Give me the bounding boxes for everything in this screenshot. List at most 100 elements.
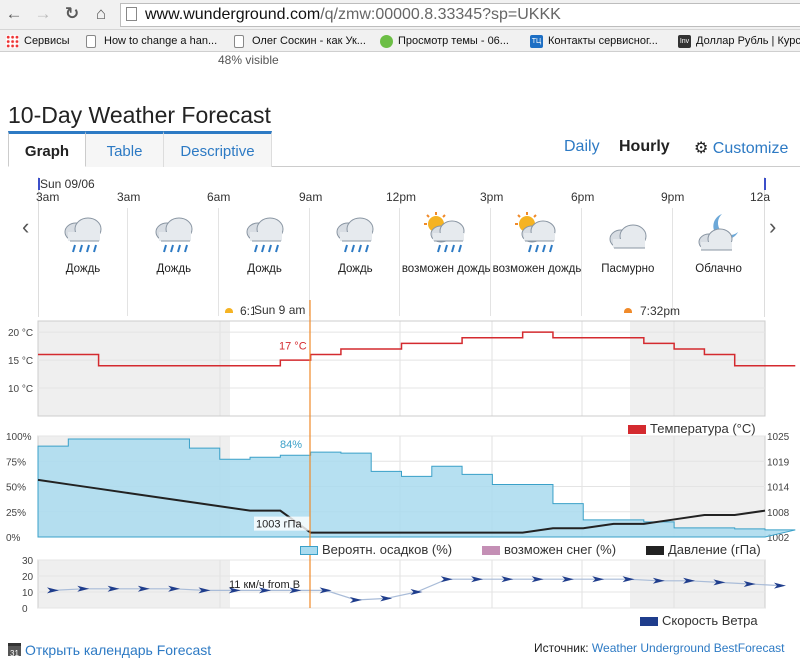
pressure-tick-label: 1008 [767, 508, 790, 519]
sun-rain-cloud-icon [419, 212, 473, 256]
bookmark-item[interactable]: Олег Соскин - как Ук... [234, 34, 366, 49]
wind-direction-icon [561, 576, 574, 583]
pressure-tick-label: 1025 [767, 432, 790, 443]
wind-direction-icon [198, 587, 211, 594]
wind-direction-icon [380, 595, 393, 602]
hour-label: 12pm [386, 190, 417, 204]
page-icon [234, 35, 244, 48]
legend-pressure: Давление (гПа) [646, 543, 761, 557]
hour-label: 12a [750, 190, 771, 204]
reload-icon[interactable]: ↻ [64, 4, 80, 23]
bookmark-item[interactable]: ТЦ Контакты сервисног... [530, 35, 658, 48]
hour-label: 3am [117, 190, 141, 204]
temperature-panel-bg [230, 321, 310, 416]
wind-direction-icon [592, 576, 605, 583]
condition-label: Облачно [695, 263, 742, 275]
chevron-left-icon[interactable]: ‹ [22, 214, 30, 239]
wind-direction-icon [107, 585, 120, 592]
condition-label: Дождь [247, 263, 282, 275]
temperature-tick-label: 10 °C [8, 384, 33, 395]
wind-tick-label: 0 [22, 604, 28, 615]
chevron-right-icon[interactable]: › [769, 214, 777, 239]
wind-tick-label: 30 [22, 556, 34, 567]
hourly-link[interactable]: Hourly [619, 138, 670, 155]
sunrise-icon [225, 308, 233, 313]
source-line: Источник: Weather Underground BestForeca… [534, 641, 785, 655]
bookmark-item[interactable]: Сервисы [6, 34, 70, 49]
cloud-icon [601, 212, 655, 256]
legend-swatch [646, 546, 664, 556]
wind-direction-icon [743, 581, 756, 587]
forecast-cell: Дождь [220, 208, 310, 316]
inv-icon: Inv [678, 35, 691, 48]
tab-bar: Graph Table Descriptive [8, 131, 800, 167]
wind-direction-icon [319, 587, 332, 594]
pressure-annotation-bg [254, 516, 310, 531]
pressure-tick-label: 1002 [767, 533, 790, 544]
temperature-panel-frame [37, 320, 766, 417]
pressure-line [37, 478, 766, 534]
tab-table[interactable]: Table [86, 131, 164, 167]
tab-graph[interactable]: Graph [8, 131, 86, 167]
address-bar[interactable]: www.wunderground.com/q/zmw:00000.8.33345… [120, 3, 800, 27]
legend-temperature: Температура (°C) [628, 422, 756, 436]
precip-tick-label: 25% [6, 508, 26, 519]
wind-direction-icon [440, 576, 453, 583]
forecast-cell: Дождь [38, 208, 128, 316]
moon-cloud-icon [692, 212, 746, 256]
temperature-panel-night-shade [38, 321, 230, 416]
pressure-annotation: 1003 гПа [256, 519, 302, 531]
hour-label: 9pm [661, 190, 685, 204]
home-icon[interactable]: ⌂ [95, 4, 107, 23]
wind-tick-label: 10 [22, 588, 34, 599]
wind-direction-icon [622, 576, 635, 583]
legend-swatch [300, 546, 318, 556]
sun-rain-cloud-icon [510, 212, 564, 256]
condition-label: Пасмурно [601, 263, 655, 275]
bookmark-item[interactable]: Просмотр темы - 06... [380, 34, 509, 49]
rain-cloud-icon [56, 212, 110, 256]
url-path: /q/zmw:00000.8.33345?sp=UKKK [320, 6, 561, 23]
daily-link[interactable]: Daily [564, 138, 600, 155]
customize-link[interactable]: ⚙ Customize [694, 140, 789, 157]
legend-swatch [628, 425, 646, 435]
wind-direction-icon [289, 587, 302, 594]
forecast-cell: Дождь [129, 208, 219, 316]
bookmark-item[interactable]: How to change a han... [86, 34, 217, 49]
back-arrow-icon[interactable]: ← [5, 4, 23, 23]
hour-label: 3am [36, 190, 60, 204]
rain-cloud-icon [328, 212, 382, 256]
wind-direction-icon [228, 587, 241, 594]
page-icon [86, 35, 96, 48]
forecast-cell: возможен дождь [401, 208, 492, 316]
condition-label: Дождь [338, 263, 373, 275]
condition-label: Дождь [65, 263, 101, 275]
precip-area [37, 438, 796, 538]
precip-tick-label: 100% [6, 432, 32, 443]
bookmark-item[interactable]: Inv Доллар Рубль | Курс [678, 35, 800, 48]
wind-direction-icon [137, 585, 150, 592]
visibility-note: 48% visible [218, 53, 279, 67]
legend-swatch [640, 617, 658, 627]
pressure-tick-label: 1019 [767, 457, 790, 468]
browser-toolbar: ← → ↻ ⌂ www.wunderground.com/q/zmw:00000… [0, 0, 800, 30]
legend-wind: Скорость Ветра [640, 614, 758, 628]
wind-panel-bg [230, 560, 310, 608]
rain-cloud-icon [238, 212, 292, 256]
forward-arrow-icon[interactable]: → [34, 4, 52, 23]
wind-direction-icon [652, 577, 665, 584]
wind-annotation: 11 км/ч from В [229, 579, 300, 591]
wind-direction-icon [259, 587, 272, 594]
calendar-icon: 31 [8, 643, 21, 658]
calendar-link[interactable]: Открыть календарь Forecast [25, 642, 212, 658]
source-link[interactable]: Weather Underground BestForecast [591, 641, 785, 655]
sunrise-time: 6:1 [240, 304, 257, 318]
precip-tick-label: 50% [6, 483, 26, 494]
wind-direction-icon [531, 576, 544, 583]
hour-label: 6pm [571, 190, 595, 204]
precip-annotation: 84% [280, 439, 302, 451]
legend-swatch [482, 546, 500, 556]
tab-descriptive[interactable]: Descriptive [164, 131, 272, 167]
gear-icon: ⚙ [694, 140, 709, 157]
